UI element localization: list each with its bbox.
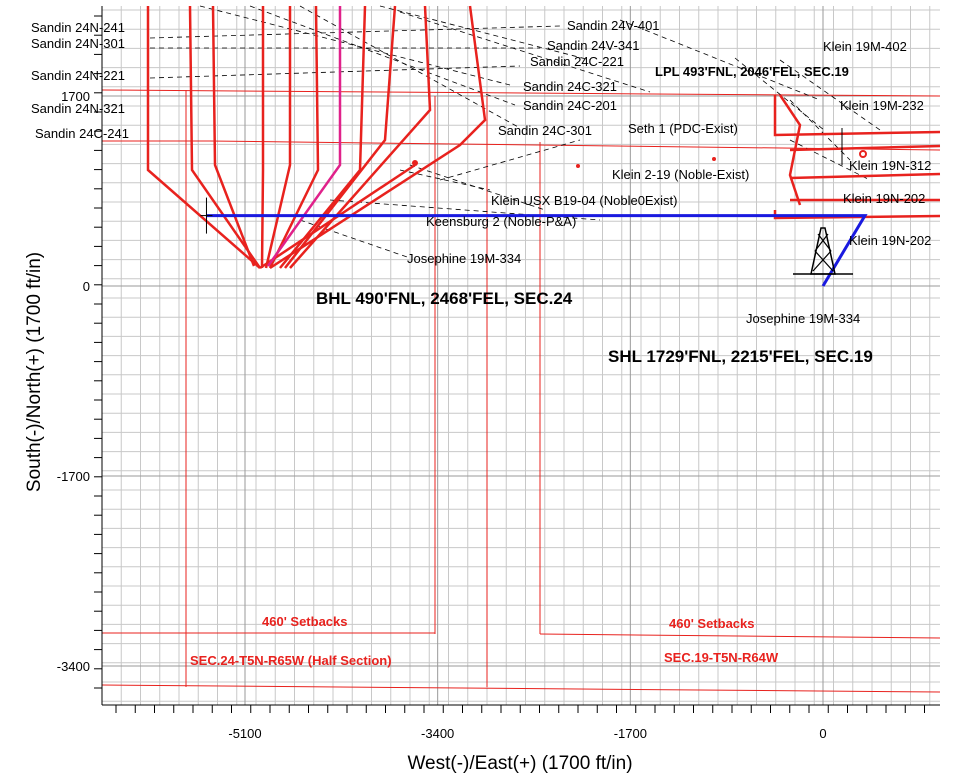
y-tick-label: -1700 (57, 469, 90, 484)
x-axis-title: West(-)/East(+) (1700 ft/in) (407, 753, 632, 774)
offset-wellbore (211, 5, 256, 267)
anticollision-line (439, 139, 581, 181)
anticollision-line (249, 5, 516, 106)
anticollision-line (379, 5, 591, 61)
setbacks-right-label: 460' Setbacks (669, 616, 754, 631)
rig-brace (812, 250, 832, 272)
offset-wellbore (146, 6, 261, 269)
offset-well-label: Sandin 24C-241 (35, 126, 129, 141)
y-tick-label: -3400 (57, 659, 90, 674)
lease-line (101, 684, 941, 693)
offset-well-label: Sandin 24V-401 (567, 18, 660, 33)
offset-well-label: Sandin 24N-221 (31, 68, 125, 83)
offset-well-label: Klein 19N-202 (849, 233, 931, 248)
anticollision-line (779, 59, 881, 131)
anticollision-line (409, 164, 546, 211)
offset-well-label: Klein 19N-312 (849, 158, 931, 173)
offset-well-label: Klein 19N-202 (843, 191, 925, 206)
section-left-label: SEC.24-T5N-R65W (Half Section) (190, 653, 392, 668)
lease-line (101, 89, 941, 97)
lease-line (539, 633, 941, 639)
offset-wellbore (264, 6, 292, 269)
offset-wellbore (260, 6, 265, 269)
drilling-rig-icon (793, 227, 853, 275)
offset-wellbore (269, 5, 487, 270)
offset-wellbore (268, 5, 320, 269)
well-marker (859, 150, 867, 158)
offset-well-label: Sandin 24C-301 (498, 123, 592, 138)
offset-lateral (773, 210, 941, 220)
plan-series (200, 128, 868, 287)
plan-trajectory (206, 214, 868, 287)
offset-well-label: Klein 19M-402 (823, 39, 907, 54)
offset-well-label: Klein 19M-232 (840, 98, 924, 113)
lease-line (102, 140, 941, 151)
rig-brace (814, 233, 829, 252)
lease-lines (101, 89, 941, 693)
offset-well-label: Klein 2-19 (Noble-Exist) (612, 167, 749, 182)
offset-well-label: Sandin 24V-341 (547, 38, 640, 53)
anticollision-line (149, 65, 521, 79)
offset-lateral (789, 144, 941, 152)
grid-lines (101, 6, 940, 705)
anticollision-line (789, 139, 871, 181)
offset-well-label: Sandin 24N-301 (31, 36, 125, 51)
axes: -5100 -3400 -1700 0 1700 0 -1700 -3400 (57, 6, 940, 741)
lpl-annotation: LPL 493'FNL, 2046'FEL, SEC.19 (655, 64, 849, 79)
y-tick-label: 1700 (61, 89, 90, 104)
rig-label: Josephine 19M-334 (746, 311, 860, 326)
offset-lateral (778, 94, 802, 206)
offset-well-label: Sandin 24C-221 (530, 54, 624, 69)
y-tick-label: 0 (83, 279, 90, 294)
offset-well-label: Josephine 19M-334 (407, 251, 521, 266)
rig-brace (814, 250, 834, 272)
offset-well-label: Klein USX B19-04 (Noble0Exist) (491, 193, 677, 208)
offset-well-label: Sandin 24C-321 (523, 79, 617, 94)
offset-wellbores (146, 5, 941, 270)
offset-well-label: Sandin 24N-241 (31, 20, 125, 35)
anticollision-line (734, 57, 825, 131)
offset-wellbore-highlight (266, 6, 342, 267)
anticollision-line (149, 25, 561, 39)
rig-brace (817, 233, 832, 252)
offset-wellbore (284, 5, 397, 269)
anticollision-line (399, 11, 651, 93)
section-right-label: SEC.19-T5N-R64W (664, 650, 779, 665)
offset-lateral (773, 95, 941, 137)
x-tick-label: -3400 (421, 726, 454, 741)
offset-well-label: Sandin 24C-201 (523, 98, 617, 113)
x-tick-label: 0 (819, 726, 826, 741)
shl-annotation: SHL 1729'FNL, 2215'FEL, SEC.19 (608, 347, 873, 366)
well-marker (412, 160, 418, 166)
y-axis-title: South(-)/North(+) (1700 ft/in) (24, 252, 45, 492)
offset-well-label: Seth 1 (PDC-Exist) (628, 121, 738, 136)
setbacks-left-label: 460' Setbacks (262, 614, 347, 629)
x-tick-label: -1700 (614, 726, 647, 741)
x-tick-label: -5100 (228, 726, 261, 741)
well-marker (576, 164, 580, 168)
anticollision-line (399, 169, 491, 191)
well-marker (712, 157, 716, 161)
offset-wellbore (188, 5, 262, 269)
offset-well-label: Keensburg 2 (Noble-P&A) (426, 214, 576, 229)
offset-well-label: Sandin 24N-321 (31, 101, 125, 116)
bhl-annotation: BHL 490'FNL, 2468'FEL, SEC.24 (316, 289, 573, 308)
offset-lateral (789, 172, 941, 180)
